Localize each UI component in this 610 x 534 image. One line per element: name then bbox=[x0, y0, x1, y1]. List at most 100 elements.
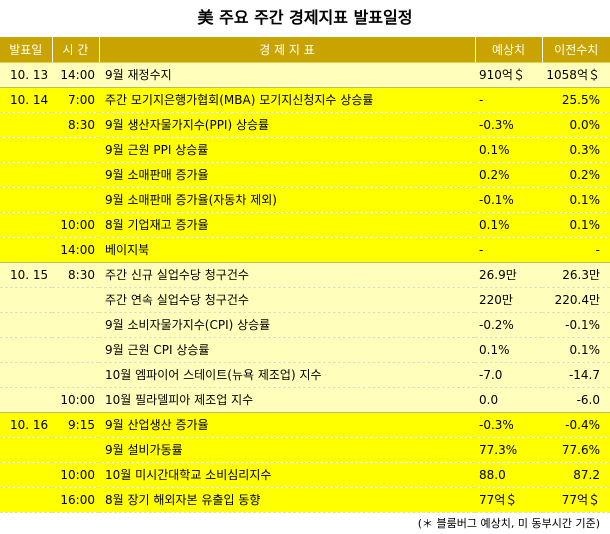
cell-date: 10. 15 bbox=[0, 261, 52, 288]
table-row: 9월 소매판매 증가율 0.2% 0.2% bbox=[0, 162, 610, 188]
table-row: 14:00 베이지북 - - bbox=[0, 237, 610, 263]
column-header-date: 발표일 bbox=[0, 37, 53, 63]
cell-indicator: 9월 근원 PPI 상승률 bbox=[99, 137, 475, 163]
cell-previous: 0.1% bbox=[542, 187, 610, 213]
table-row: 10. 15 8:30 주간 신규 실업수당 청구건수 26.9만 26.3만 bbox=[0, 261, 610, 288]
table-row: 9월 근원 PPI 상승률 0.1% 0.3% bbox=[0, 137, 610, 163]
table-row: 9월 소매판매 증가율(자동차 제외) -0.1% 0.1% bbox=[0, 187, 610, 213]
cell-indicator: 10월 필라델피아 제조업 지수 bbox=[99, 387, 475, 413]
cell-previous: 0.2% bbox=[542, 162, 610, 188]
cell-time: 16:00 bbox=[52, 487, 99, 513]
cell-time: 10:00 bbox=[52, 212, 99, 238]
cell-previous: 0.0% bbox=[542, 112, 610, 138]
cell-date bbox=[0, 362, 52, 388]
table-row: 8:30 9월 생산자물가지수(PPI) 상승률 -0.3% 0.0% bbox=[0, 112, 610, 138]
cell-previous: 25.5% bbox=[542, 86, 610, 113]
cell-indicator: 베이지북 bbox=[99, 237, 475, 263]
cell-date bbox=[0, 337, 52, 363]
cell-date bbox=[0, 387, 52, 413]
cell-date bbox=[0, 237, 52, 263]
table-row: 10월 엠파이어 스테이트(뉴욕 제조업) 지수 -7.0 -14.7 bbox=[0, 362, 610, 388]
cell-indicator: 8월 기업재고 증가율 bbox=[99, 212, 475, 238]
column-header-time: 시 간 bbox=[52, 37, 100, 63]
cell-previous: 0.3% bbox=[542, 137, 610, 163]
cell-time: 9:15 bbox=[52, 411, 99, 438]
cell-forecast: 910억＄ bbox=[475, 62, 542, 88]
cell-forecast: -0.1% bbox=[475, 187, 542, 213]
cell-indicator: 9월 소매판매 증가율(자동차 제외) bbox=[99, 187, 475, 213]
cell-date bbox=[0, 312, 52, 338]
cell-time: 14:00 bbox=[52, 237, 99, 263]
table-row: 주간 연속 실업수당 청구건수 220만 220.4만 bbox=[0, 287, 610, 313]
cell-previous: 220.4만 bbox=[542, 287, 610, 313]
column-header-forecast: 예상치 bbox=[475, 37, 543, 63]
cell-previous: 77.6% bbox=[542, 437, 610, 463]
cell-indicator: 9월 소매판매 증가율 bbox=[99, 162, 475, 188]
table-row: 10:00 10월 미시간대학교 소비심리지수 88.0 87.2 bbox=[0, 462, 610, 488]
schedule-table: 발표일 시 간 경 제 지 표 예상치 이전수치 10. 13 14:00 9월… bbox=[0, 37, 610, 513]
cell-forecast: 0.1% bbox=[475, 337, 542, 363]
cell-time: 8:30 bbox=[52, 112, 99, 138]
cell-previous: 77억＄ bbox=[542, 487, 610, 513]
cell-time: 10:00 bbox=[52, 387, 99, 413]
cell-previous: - bbox=[542, 237, 610, 263]
cell-indicator: 9월 설비가동률 bbox=[99, 437, 475, 463]
table-row: 10:00 8월 기업재고 증가율 0.1% 0.1% bbox=[0, 212, 610, 238]
cell-previous: 0.1% bbox=[542, 212, 610, 238]
cell-forecast: 77억＄ bbox=[475, 487, 542, 513]
cell-time bbox=[52, 137, 99, 163]
cell-forecast: 0.1% bbox=[475, 212, 542, 238]
cell-indicator: 9월 산업생산 증가율 bbox=[99, 411, 475, 438]
cell-date: 10. 14 bbox=[0, 86, 52, 113]
cell-date bbox=[0, 162, 52, 188]
cell-date bbox=[0, 462, 52, 488]
cell-date bbox=[0, 187, 52, 213]
cell-time bbox=[52, 287, 99, 313]
footnote: (＊ 블룸버그 예상치, 미 동부시간 기준) bbox=[417, 517, 600, 530]
cell-date bbox=[0, 437, 52, 463]
cell-previous: 26.3만 bbox=[542, 261, 610, 288]
page-title: 美 주요 주간 경제지표 발표일정 bbox=[197, 8, 413, 27]
cell-indicator: 9월 소비자물가지수(CPI) 상승률 bbox=[99, 312, 475, 338]
table-row: 10. 16 9:15 9월 산업생산 증가율 -0.3% -0.4% bbox=[0, 411, 610, 438]
cell-time bbox=[52, 437, 99, 463]
cell-forecast: 0.1% bbox=[475, 137, 542, 163]
table-header-row: 발표일 시 간 경 제 지 표 예상치 이전수치 bbox=[0, 37, 610, 63]
cell-forecast: 0.2% bbox=[475, 162, 542, 188]
cell-forecast: - bbox=[475, 237, 542, 263]
column-header-previous: 이전수치 bbox=[542, 37, 610, 63]
cell-indicator: 주간 연속 실업수당 청구건수 bbox=[99, 287, 475, 313]
cell-date bbox=[0, 287, 52, 313]
cell-forecast: -0.3% bbox=[475, 411, 542, 438]
cell-forecast: 88.0 bbox=[475, 462, 542, 488]
cell-previous: 1058억＄ bbox=[542, 62, 610, 88]
cell-date bbox=[0, 112, 52, 138]
cell-time bbox=[52, 162, 99, 188]
cell-time: 10:00 bbox=[52, 462, 99, 488]
cell-previous: -14.7 bbox=[542, 362, 610, 388]
cell-indicator: 주간 모기지은행가협회(MBA) 모기지신청지수 상승률 bbox=[99, 86, 475, 113]
cell-date bbox=[0, 137, 52, 163]
cell-indicator: 10월 엠파이어 스테이트(뉴욕 제조업) 지수 bbox=[99, 362, 475, 388]
cell-time bbox=[52, 187, 99, 213]
cell-indicator: 주간 신규 실업수당 청구건수 bbox=[99, 261, 475, 288]
cell-previous: 87.2 bbox=[542, 462, 610, 488]
cell-indicator: 8월 장기 해외자본 유출입 동향 bbox=[99, 487, 475, 513]
table-row: 10:00 10월 필라델피아 제조업 지수 0.0 -6.0 bbox=[0, 387, 610, 413]
cell-forecast: -0.3% bbox=[475, 112, 542, 138]
cell-previous: 0.1% bbox=[542, 337, 610, 363]
cell-forecast: 26.9만 bbox=[475, 261, 542, 288]
cell-date: 10. 16 bbox=[0, 411, 52, 438]
cell-time: 14:00 bbox=[52, 62, 99, 88]
cell-time: 7:00 bbox=[52, 86, 99, 113]
cell-date bbox=[0, 487, 52, 513]
cell-time bbox=[52, 312, 99, 338]
cell-time: 8:30 bbox=[52, 261, 99, 288]
cell-previous: -6.0 bbox=[542, 387, 610, 413]
cell-previous: -0.1% bbox=[542, 312, 610, 338]
table-row: 9월 근원 CPI 상승률 0.1% 0.1% bbox=[0, 337, 610, 363]
cell-forecast: -0.2% bbox=[475, 312, 542, 338]
table-row: 10. 14 7:00 주간 모기지은행가협회(MBA) 모기지신청지수 상승률… bbox=[0, 86, 610, 113]
cell-forecast: - bbox=[475, 86, 542, 113]
cell-indicator: 10월 미시간대학교 소비심리지수 bbox=[99, 462, 475, 488]
